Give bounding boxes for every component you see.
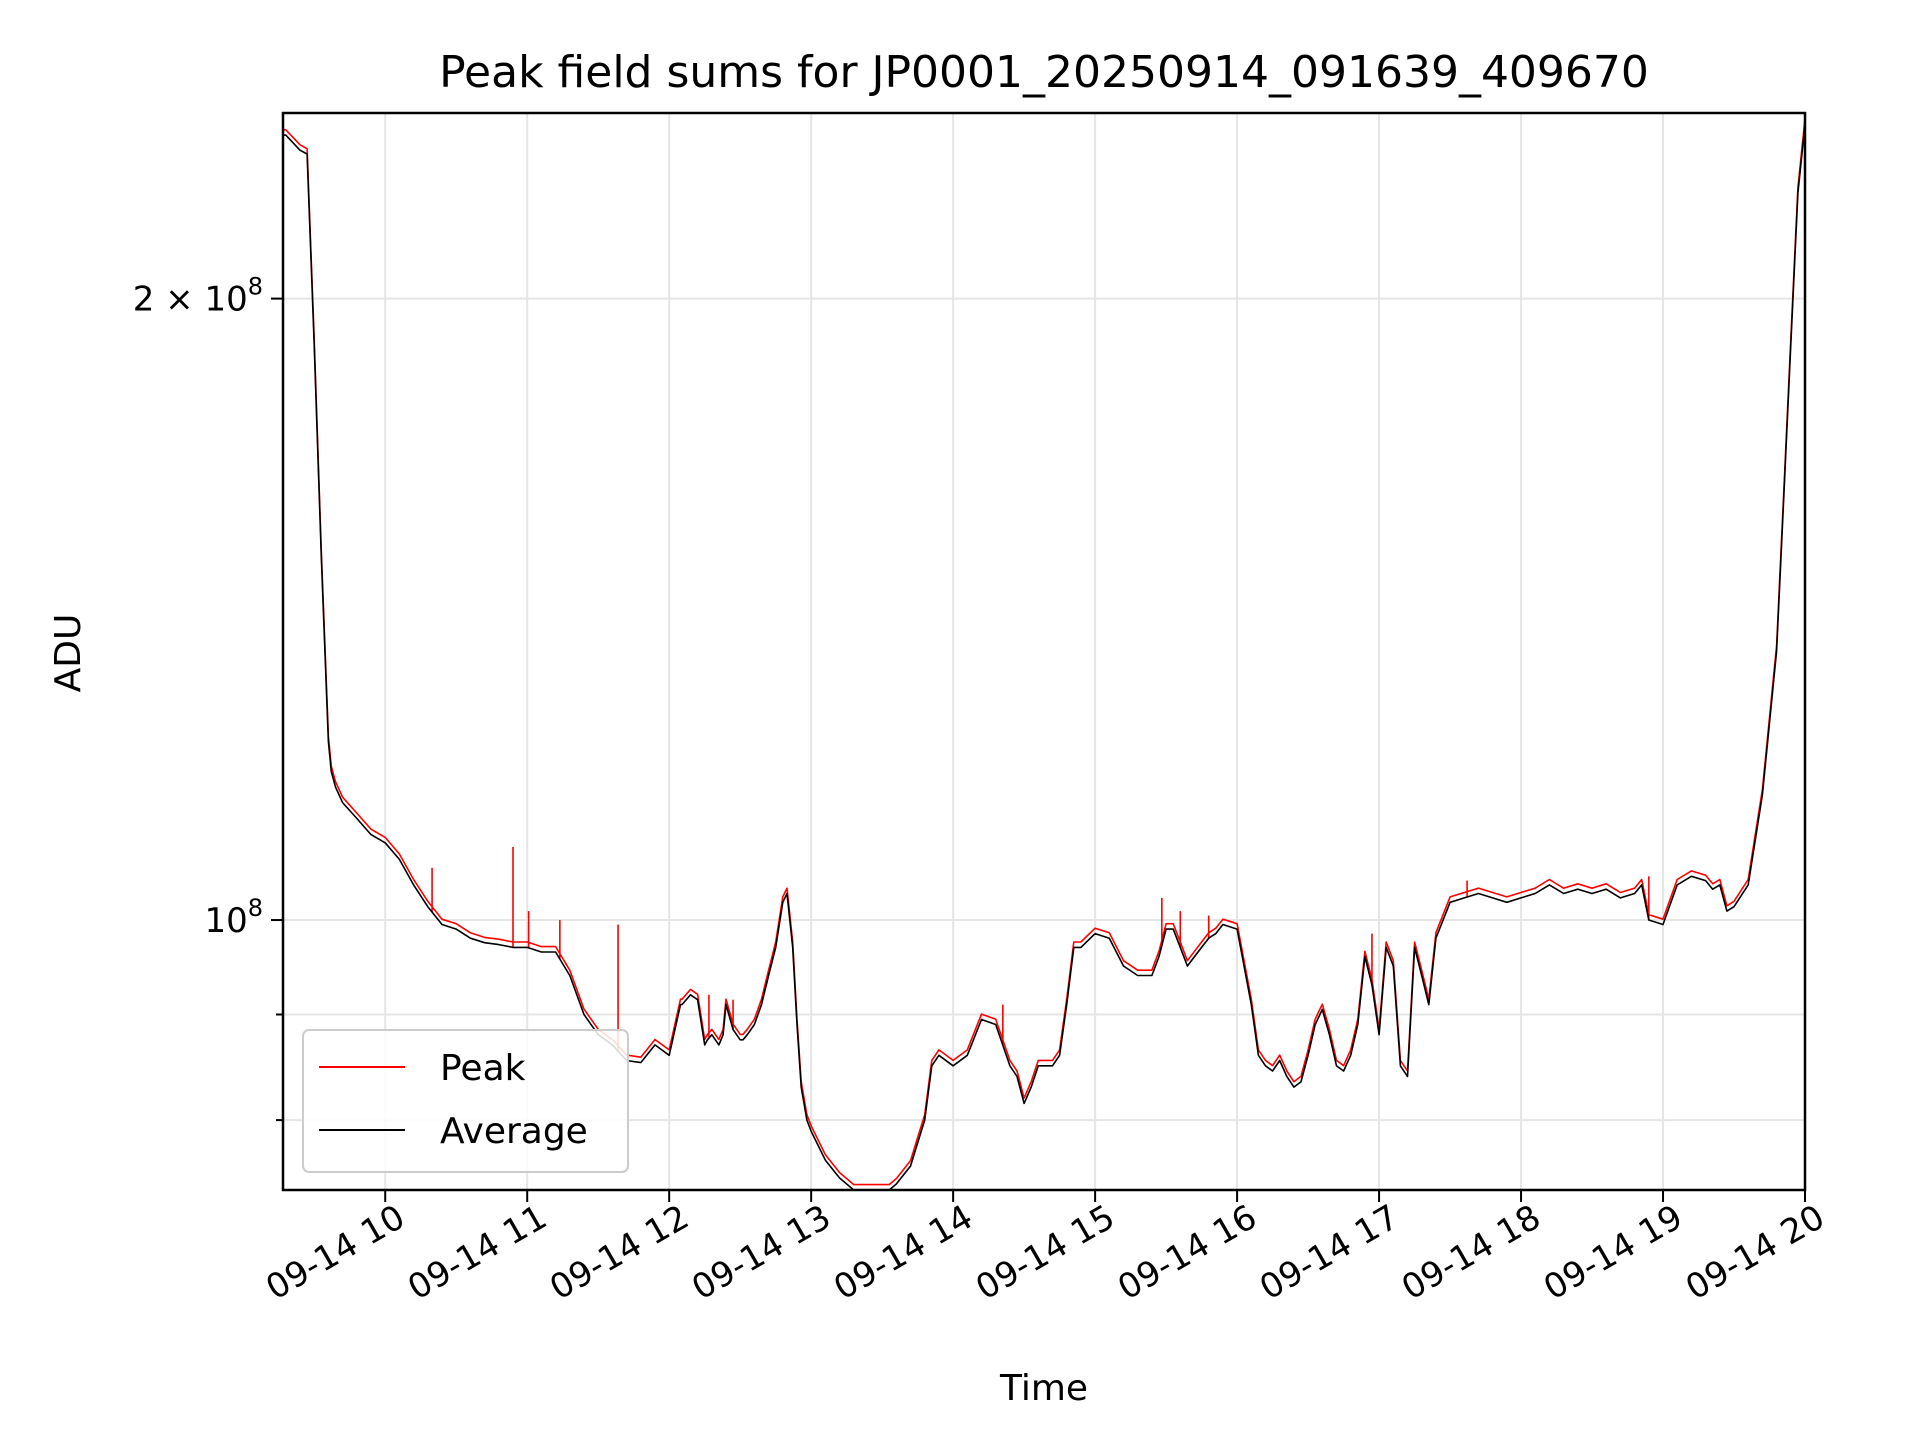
average-series-line (283, 123, 1805, 1190)
plot-area (283, 118, 1805, 1190)
peak-series-line (283, 118, 1805, 1186)
x-axis-label: Time (999, 1368, 1088, 1409)
y-tick-label: 2 × 108 (133, 273, 263, 320)
chart-title: Peak field sums for JP0001_20250914_0916… (439, 47, 1649, 98)
y-axis-label: ADU (48, 614, 89, 693)
legend-box (302, 1029, 629, 1173)
y-axis: 108 2 × 108 (133, 273, 283, 1122)
legend: Peak Average (302, 1029, 629, 1173)
y-tick-label: 108 (204, 894, 263, 941)
legend-label-average: Average (440, 1111, 588, 1152)
plot-frame (281, 111, 1807, 1192)
legend-label-peak: Peak (440, 1048, 526, 1089)
